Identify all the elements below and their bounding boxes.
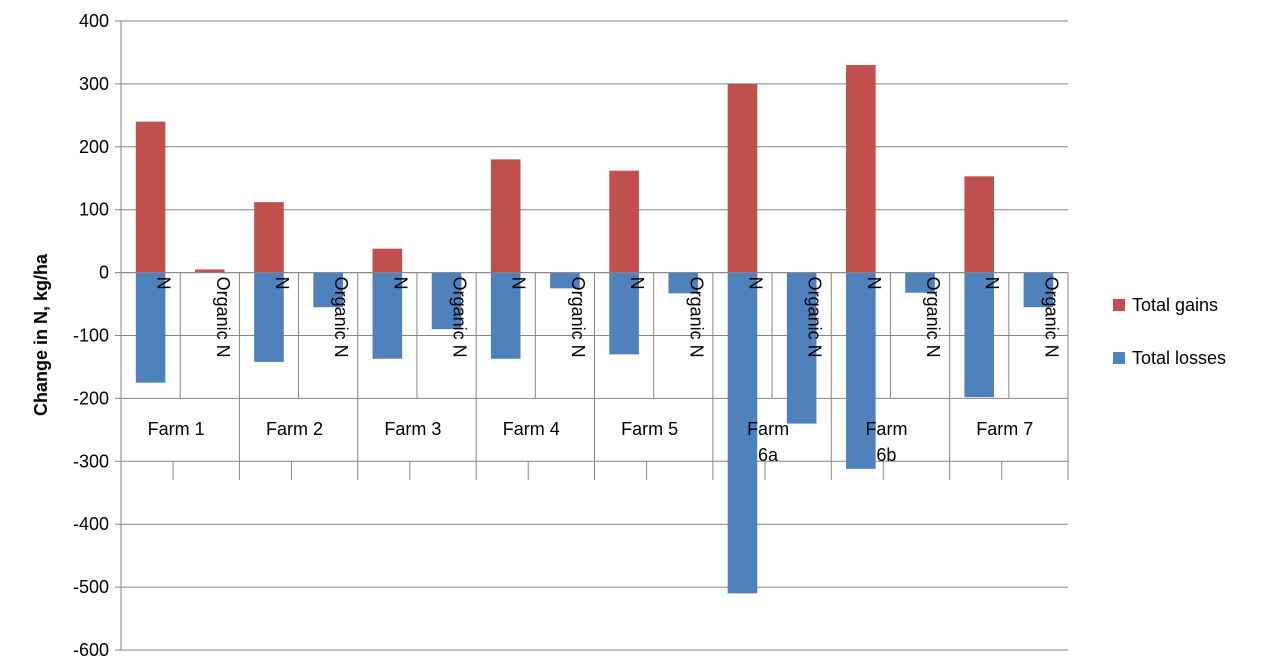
legend-swatch [1113,352,1125,364]
legend-swatch [1113,299,1125,311]
y-tick-label: -100 [73,326,109,346]
y-tick-label: 400 [79,11,109,31]
bar-total-losses [313,272,343,308]
bar-total-gains [490,159,521,273]
bar-total-losses [135,272,166,383]
subcategory-label: Organic N [923,277,943,358]
group-label: Farm 5 [621,419,678,439]
subcategory-label: Organic N [450,277,470,358]
subcategory-label: Organic N [686,277,706,358]
bar-total-gains [964,176,995,273]
subcategory-label: N [627,277,647,290]
bar-total-gains [727,83,758,273]
subcategory-label: Organic N [568,277,588,358]
group-label: Farm 1 [148,419,205,439]
bar-total-losses [668,272,699,294]
bar-total-losses [431,272,462,330]
legend-label: Total gains [1132,295,1218,315]
subcategory-label: Organic N [1041,277,1061,358]
group-label: Farm 7 [976,419,1033,439]
axes [115,20,1069,651]
group-labels: Farm 1 Farm 2 Farm 3 Farm 4 Farm 5 Farm 6a Farm… [148,419,1034,465]
bar-total-losses [372,272,403,359]
legend-label: Total losses [1132,348,1226,368]
bar-total-gains [609,170,639,273]
y-tick-label: 100 [79,200,109,220]
subcategory-label: N [154,277,174,290]
group-label: Farm 4 [503,419,560,439]
bars [135,65,1054,594]
bar-total-losses [490,272,521,359]
y-tick-label: -500 [73,577,109,597]
subcategory-label: N [982,277,1002,290]
subcategory-label: Organic N [213,277,233,358]
bar-total-gains [372,248,403,273]
y-tick-label: 0 [99,263,109,283]
y-tick-label: 300 [79,74,109,94]
legend: Total gains Total losses [1113,295,1226,368]
bar-total-losses [550,272,580,289]
subcategory-label: Organic N [331,277,351,358]
bar-total-losses [846,272,876,469]
bar-total-losses [254,272,284,362]
y-axis-label: Change in N, kg/ha [31,253,51,416]
bar-total-gains [254,202,284,273]
group-label: Farm 3 [384,419,441,439]
group-label: Farm 2 [266,419,323,439]
bar-total-losses [727,272,758,594]
subcategory-label: N [745,277,765,290]
group-label: Farm 6a [747,419,789,465]
bar-total-gains [846,65,876,273]
subcategory-label: Organic N [805,277,825,358]
subcategory-label: N [390,277,410,290]
bar-total-losses [1023,272,1054,308]
subcategory-labels: N Organic N N Organic N N Organic N N Organic N… [154,277,1062,358]
subcategory-label: N [272,277,292,290]
y-tick-label: -600 [73,640,109,660]
bar-total-gains [135,121,166,273]
bar-total-losses [786,272,817,424]
y-tick-labels: 400 300 200 100 0 -100 -200 -300 -400 -500 -600 [73,11,109,660]
subcategory-label: N [509,277,529,290]
bar-total-losses [609,272,639,355]
bar-total-losses [905,272,935,293]
bar-total-gains [194,269,225,273]
bar-total-losses [964,272,995,398]
y-tick-label: -200 [73,388,109,408]
y-tick-label: -400 [73,514,109,534]
y-tick-label: 200 [79,137,109,157]
y-tick-label: -300 [73,451,109,471]
subcategory-label: N [864,277,884,290]
group-label: Farm 6b [865,419,907,465]
